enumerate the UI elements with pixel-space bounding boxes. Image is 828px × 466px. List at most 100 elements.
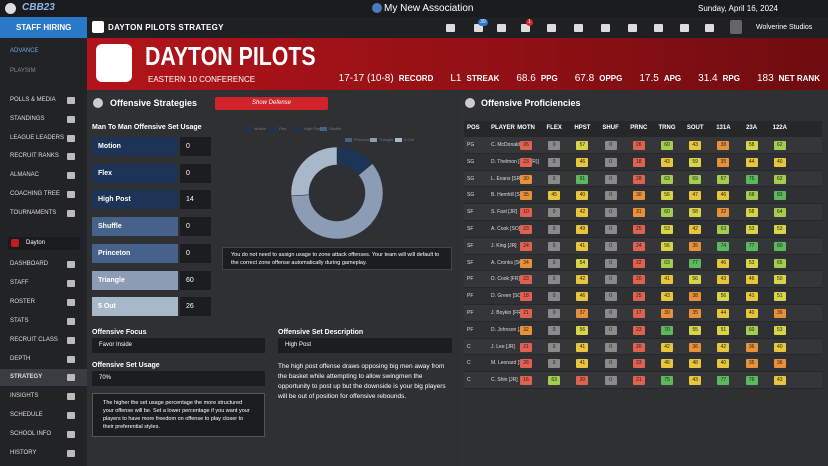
player-name[interactable]: D. Green [SO]	[491, 293, 523, 300]
player-name[interactable]: A. Cook [SO]	[491, 226, 521, 232]
position: PF	[467, 293, 474, 300]
side-icon	[67, 412, 75, 420]
player-name[interactable]: M. Leonard [SR]	[491, 360, 528, 367]
set-usage[interactable]: 0	[180, 137, 211, 156]
player-name[interactable]: C. McDonald [SO]	[491, 142, 532, 148]
banner	[87, 38, 828, 90]
player-name[interactable]: J. Lee [JR]	[491, 343, 515, 350]
header-icon[interactable]	[680, 24, 689, 32]
side-item[interactable]: RECRUIT CLASS	[10, 336, 58, 343]
legend-swatch	[395, 138, 402, 142]
set-usage[interactable]: 26	[180, 297, 211, 317]
player-name[interactable]: L. Evans [SR]	[491, 175, 522, 182]
rating-cell: 60	[661, 141, 673, 150]
player-name[interactable]: J. Boykin [FR]	[491, 310, 523, 316]
staff-hiring[interactable]: STAFF HIRING	[0, 17, 87, 38]
column-header[interactable]: MOTN	[517, 125, 535, 131]
set-usage[interactable]: 0	[180, 217, 211, 237]
side-item[interactable]: ALMANAC	[10, 172, 40, 179]
rating-cell: 26	[632, 141, 645, 150]
position: SF	[467, 209, 474, 216]
rating-cell: 56	[576, 325, 589, 335]
header-icon[interactable]	[446, 24, 455, 32]
side-item[interactable]: POLLS & MEDIA	[10, 97, 56, 103]
column-header[interactable]: SHUF	[602, 125, 619, 131]
side-item[interactable]: INSIGHTS	[10, 393, 39, 400]
header-icon[interactable]	[654, 24, 663, 32]
side-active	[0, 369, 87, 387]
side-item[interactable]: HISTORY	[10, 450, 37, 456]
header-icon[interactable]	[547, 24, 556, 32]
rating-cell: 22	[632, 258, 645, 268]
header-icon[interactable]	[601, 24, 610, 32]
column-header[interactable]: SOUT	[686, 125, 704, 131]
side-item[interactable]: STRATEGY	[10, 374, 43, 381]
player-name[interactable]: A. Cronks [SO]	[491, 259, 525, 266]
side-icon	[67, 393, 75, 401]
rating-cell: 31	[632, 208, 645, 218]
header-icon[interactable]	[497, 24, 506, 32]
rating-cell: 10	[520, 208, 532, 218]
side-item[interactable]: TOURNAMENTS	[10, 209, 57, 216]
header-icon[interactable]	[628, 24, 637, 32]
side-item[interactable]: STANDINGS	[10, 115, 45, 122]
column-header[interactable]: TRNG	[658, 125, 676, 131]
side-item[interactable]: SCHOOL INFO	[10, 431, 52, 438]
side-item[interactable]: SCHEDULE	[10, 412, 43, 419]
player-name[interactable]: D. Cook [FR]	[491, 276, 520, 283]
side-item[interactable]: STAFF	[10, 279, 29, 286]
desc-select[interactable]: High Post	[278, 338, 452, 353]
show-defense[interactable]: Show Defense	[215, 97, 328, 110]
team-select[interactable]: Dayton	[8, 237, 80, 250]
side-item[interactable]: ROSTER	[10, 298, 36, 305]
back-button[interactable]	[5, 3, 16, 14]
focus-select[interactable]: Favor Inside	[92, 338, 265, 353]
player-name[interactable]: D. Johnson [JR]	[491, 326, 527, 333]
header-icon[interactable]	[574, 24, 583, 32]
side-item[interactable]: RECRUIT RANKS	[10, 153, 59, 160]
column-header[interactable]: HPST	[574, 125, 591, 131]
side-item[interactable]: PLAYSIM	[10, 68, 36, 74]
header-icon[interactable]	[521, 24, 530, 32]
column-header[interactable]: PLAYER	[491, 125, 515, 131]
column-header[interactable]: PRNC	[630, 125, 648, 131]
column-header[interactable]: POS	[467, 125, 480, 131]
set-name: Shuffle	[92, 217, 178, 237]
side-item[interactable]: DASHBOARD	[10, 261, 49, 267]
rating-cell: 62	[773, 141, 786, 150]
rating-cell: 44	[745, 157, 758, 167]
column-header[interactable]: 23A	[746, 125, 758, 131]
player-name[interactable]: B. Hemhill [SR]	[491, 192, 525, 199]
rating-cell: 40	[773, 157, 786, 167]
set-name: High Post	[92, 190, 178, 210]
set-usage[interactable]: 14	[180, 190, 211, 210]
header-icon[interactable]	[474, 24, 483, 32]
side-item[interactable]: DEPTH	[10, 355, 31, 362]
rating-cell: 0	[604, 208, 617, 218]
set-usage-select[interactable]: 70%	[92, 371, 265, 386]
column-header[interactable]: 131A	[716, 125, 731, 131]
side-item[interactable]: LEAGUE LEADERS	[10, 134, 65, 141]
player-name[interactable]: D. Thelmon [FR - (R)]	[491, 158, 539, 165]
rating-cell: 62	[773, 174, 786, 184]
stat-label: RECORD	[398, 74, 434, 83]
rating-cell: 43	[689, 141, 702, 150]
column-header[interactable]: 122A	[772, 125, 787, 131]
user-name[interactable]: Wolverine Studios	[756, 24, 813, 31]
player-name[interactable]: C. Shin [JR]	[491, 377, 518, 384]
side-item[interactable]: COACHING TREE	[10, 191, 60, 197]
stat-value: 17.5	[639, 73, 659, 84]
player-name[interactable]: S. Fast [JR]	[491, 209, 518, 216]
header-icon[interactable]	[705, 24, 714, 32]
column-header[interactable]: FLEX	[546, 125, 562, 131]
side-item[interactable]: STATS	[10, 317, 29, 324]
player-name[interactable]: J. King [JR]	[491, 242, 517, 249]
set-usage[interactable]: 0	[180, 243, 211, 263]
set-usage[interactable]: 60	[180, 270, 211, 290]
side-item[interactable]: ADVANCE	[10, 48, 39, 54]
rating-cell: 20	[632, 275, 645, 285]
set-usage[interactable]: 0	[180, 163, 211, 183]
rating-cell: 0	[604, 342, 617, 352]
rating-cell: 25	[632, 225, 645, 234]
rating-cell: 0	[548, 359, 561, 369]
